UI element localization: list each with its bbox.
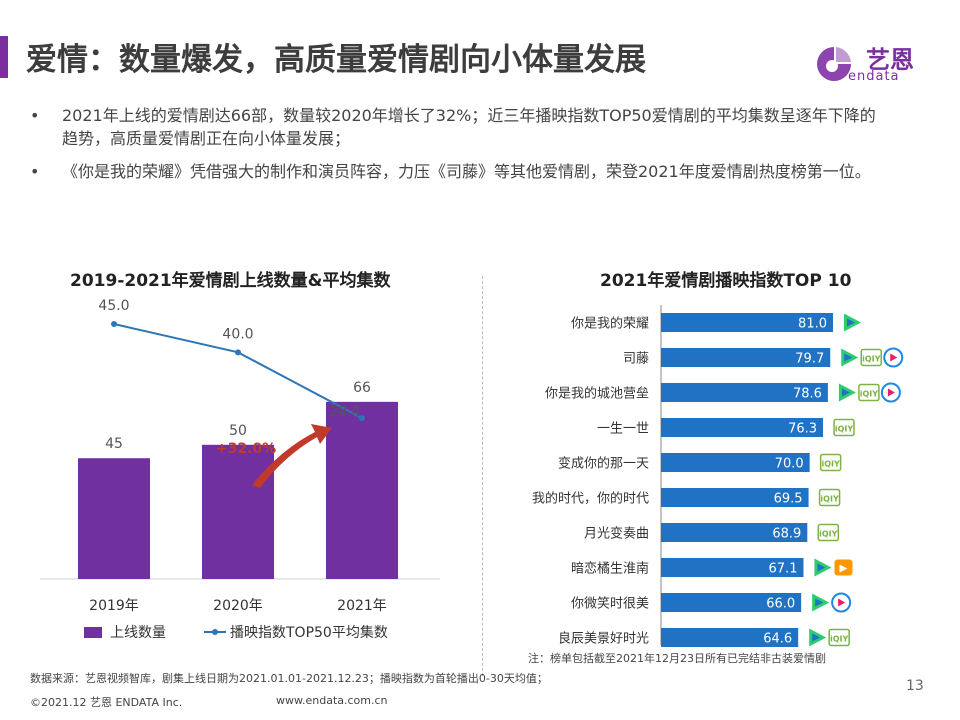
footer-copyright: ©2021.12 艺恩 ENDATA Inc. <box>30 696 183 709</box>
category-label: 良辰美景好时光 <box>558 631 649 647</box>
bar-mark <box>326 401 398 579</box>
bar-mark <box>661 418 824 437</box>
logo-english-text: endata <box>848 69 900 84</box>
bar-value-label: 67.1 <box>769 562 798 577</box>
bar-mark <box>661 313 833 332</box>
category-label: 暗恋橘生淮南 <box>571 561 649 577</box>
bar-mark <box>661 348 831 367</box>
iqiyi-icon-text: iQIY <box>819 530 838 539</box>
footer-url: www.endata.com.cn <box>276 694 388 707</box>
youku-play-icon <box>890 353 898 362</box>
bar-value-label: 78.6 <box>793 387 822 402</box>
bullet-text: 2021年上线的爱情剧达66部，数量较2020年增长了32%；近三年播映指数TO… <box>62 106 876 148</box>
bullet-dot: • <box>30 162 40 181</box>
bar-value-label: 76.3 <box>788 422 817 437</box>
bar-value-label: 64.6 <box>763 632 792 647</box>
footer-source: 数据来源：艺恩视频智库，剧集上线日期为2021.01.01-2021.12.23… <box>30 672 548 685</box>
bar-mark <box>661 488 809 507</box>
growth-annotation: +32.0% <box>216 441 276 457</box>
iqiyi-icon <box>858 383 880 402</box>
bar-value-label: 45 <box>105 436 123 452</box>
page-number: 13 <box>906 678 924 694</box>
bullet-text: 《你是我的荣耀》凭借强大的制作和演员阵容，力压《司藤》等其他爱情剧，荣登2021… <box>62 162 871 181</box>
left-chart-title: 2019-2021年爱情剧上线数量&平均集数 <box>70 271 391 291</box>
tencent-video-inner-icon <box>815 598 824 607</box>
bar-mark <box>661 558 804 577</box>
line-point <box>111 321 117 327</box>
iqiyi-icon <box>833 418 855 437</box>
bar-value-label: 66.0 <box>766 597 795 612</box>
bullet-item: • 2021年上线的爱情剧达66部，数量较2020年增长了32%；近三年播映指数… <box>30 104 890 150</box>
youku-play-icon <box>887 388 895 397</box>
bar-value-label: 70.0 <box>775 457 804 472</box>
tencent-video-inner-icon <box>844 353 853 362</box>
category-label: 一生一世 <box>597 422 649 437</box>
bar-mark <box>661 453 810 472</box>
endata-logo: 艺恩 endata <box>814 40 934 88</box>
bar-mark <box>202 444 274 579</box>
growth-arrow <box>252 424 332 488</box>
legend-label: 播映指数TOP50平均集数 <box>230 624 388 641</box>
iqiyi-icon <box>819 453 842 472</box>
logo-chinese-text: 艺恩 <box>866 46 914 74</box>
iqiyi-icon-text: iQIY <box>821 460 840 469</box>
bar-mark <box>78 458 150 579</box>
mango-tv-play-icon <box>839 564 848 573</box>
line-point <box>235 349 241 356</box>
x-tick-label: 2019年 <box>89 598 139 614</box>
bar-value-label: 66 <box>353 380 371 396</box>
left-chart: 45 2019年 50 2020年 66 2021年 45.0 40.0 28.4 +32.0% 上… <box>40 298 440 641</box>
x-tick-label: 2021年 <box>337 598 387 614</box>
category-label: 月光变奏曲 <box>584 526 649 542</box>
iqiyi-icon <box>860 348 882 367</box>
chart-divider <box>482 276 483 676</box>
bar-mark <box>661 593 802 612</box>
legend-swatch-point <box>212 629 218 635</box>
iqiyi-icon-text: iQIY <box>830 635 849 644</box>
legend-swatch-bar <box>84 627 102 638</box>
category-label: 变成你的那一天 <box>558 456 649 472</box>
legend-label: 上线数量 <box>110 625 166 641</box>
chart-note: 注：榜单包括截至2021年12月23日所有已完结非古装爱情剧 <box>528 652 826 665</box>
line-point <box>359 415 365 422</box>
bar-value-label: 79.7 <box>795 352 824 367</box>
youku-play-icon <box>838 598 846 607</box>
iqiyi-icon-text: iQIY <box>862 355 881 364</box>
tencent-video-inner-icon <box>841 388 850 397</box>
bar-value-label: 69.5 <box>774 492 803 507</box>
line-value-label: 45.0 <box>98 298 129 314</box>
category-label: 司藤 <box>623 352 649 367</box>
tencent-video-inner-icon <box>847 318 855 327</box>
tencent-video-inner-icon <box>817 563 826 572</box>
tencent-video-inner-icon <box>812 633 821 642</box>
iqiyi-icon-text: iQIY <box>820 495 839 504</box>
summary-bullets: • 2021年上线的爱情剧达66部，数量较2020年增长了32%；近三年播映指数… <box>30 104 890 193</box>
category-label: 你是我的荣耀 <box>571 316 649 332</box>
x-tick-label: 2020年 <box>213 598 263 614</box>
bar-mark <box>661 628 799 647</box>
right-chart-title: 2021年爱情剧播映指数TOP 10 <box>600 271 852 291</box>
bullet-item: • 《你是我的荣耀》凭借强大的制作和演员阵容，力压《司藤》等其他爱情剧，荣登20… <box>30 160 890 183</box>
category-label: 我的时代，你的时代 <box>532 491 649 507</box>
iqiyi-icon <box>828 628 850 647</box>
endata-logo-mark <box>817 47 851 81</box>
bar-value-label: 50 <box>229 423 247 439</box>
page-title: 爱情：数量爆发，高质量爱情剧向小体量发展 <box>26 42 646 78</box>
line-value-label: 40.0 <box>222 326 253 342</box>
title-accent-bar <box>0 36 8 78</box>
bar-mark <box>661 523 808 542</box>
line-value-label: 28.4 <box>329 404 360 420</box>
bar-value-label: 68.9 <box>772 527 801 542</box>
bar-mark <box>661 383 828 402</box>
bullet-dot: • <box>30 106 40 125</box>
iqiyi-icon <box>817 523 840 542</box>
iqiyi-icon-text: iQIY <box>860 390 879 399</box>
right-chart: 你是我的荣耀 81.0 司藤 79.7 iQIY 你是我的城池营垒 78.6 iQIY 一生一世… <box>532 305 904 647</box>
category-label: 你是我的城池营垒 <box>545 386 649 402</box>
category-label: 你微笑时很美 <box>571 596 649 612</box>
iqiyi-icon-text: iQIY <box>835 425 854 434</box>
iqiyi-icon <box>818 488 841 507</box>
bar-value-label: 81.0 <box>798 317 827 332</box>
